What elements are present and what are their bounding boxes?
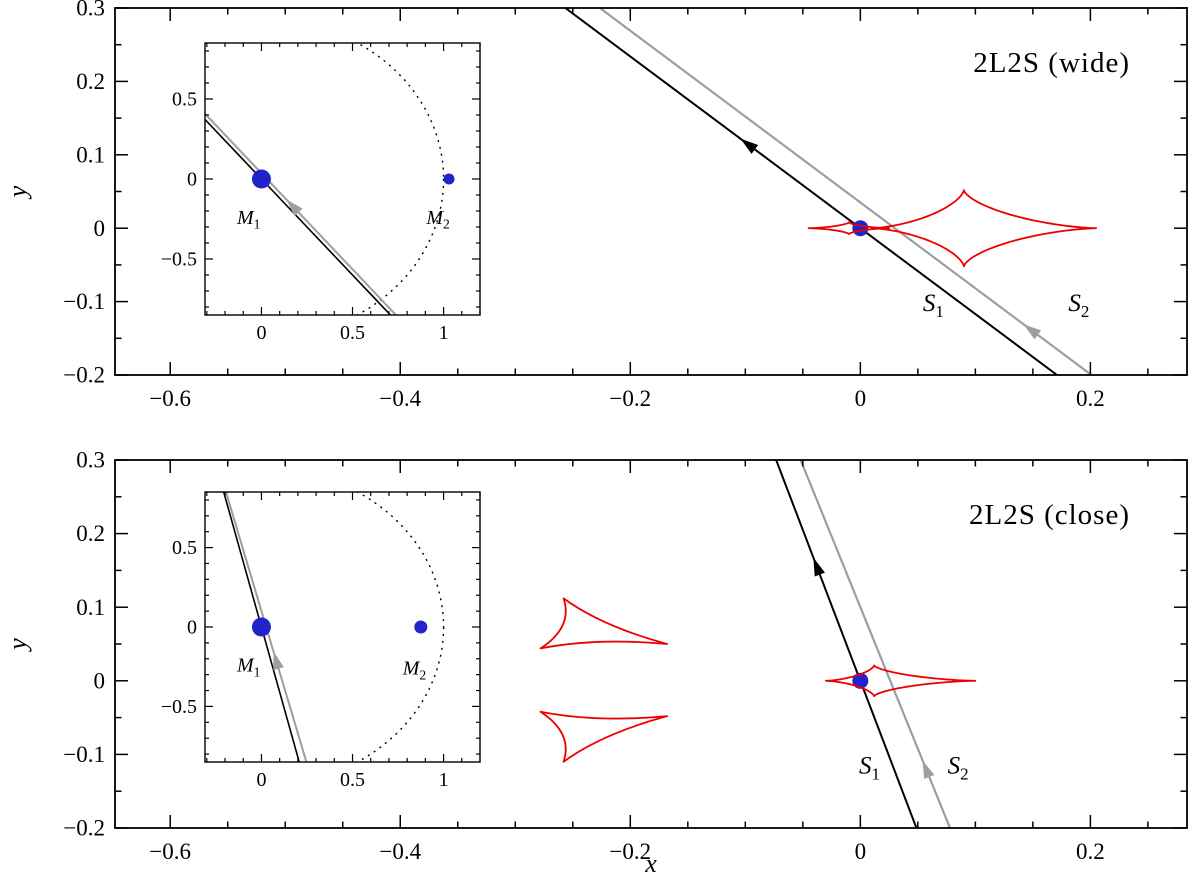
trajectory-label-S1: S1 xyxy=(923,290,944,321)
source-trajectory-S1 xyxy=(563,8,1059,375)
inset-trajectory-s2 xyxy=(205,112,398,315)
trajectory-arrow xyxy=(740,138,759,154)
y-tick-label: 0.5 xyxy=(172,537,197,559)
mass-label-M2: M2 xyxy=(425,207,450,232)
inset-content xyxy=(222,492,445,762)
x-tick-label: −0.4 xyxy=(379,839,421,864)
einstein-ring xyxy=(355,492,445,762)
y-tick-label: 0.2 xyxy=(76,521,105,546)
x-tick-label: 1 xyxy=(439,769,449,791)
trajectory-arrow xyxy=(273,651,284,671)
y-tick-label: 0 xyxy=(187,169,197,191)
lens-dot xyxy=(852,672,869,689)
x-tick-label: 0 xyxy=(256,322,266,344)
inset-lens-geometry: M1 M2 0 0.5 1 −0.5 0 0.5 xyxy=(161,42,481,344)
mass-label-M1: M1 xyxy=(236,654,260,679)
x-tick-label: 0.5 xyxy=(340,322,365,344)
y-axis-label: y xyxy=(3,638,32,653)
y-tick-label: −0.2 xyxy=(63,816,105,841)
y-tick-label: 0.1 xyxy=(76,595,105,620)
trajectory-arrow xyxy=(922,760,935,780)
trajectory-label-S2: S2 xyxy=(1068,290,1089,321)
trajectory-arrow xyxy=(1023,324,1042,340)
y-tick-label: −0.5 xyxy=(161,249,197,271)
caustic-curve xyxy=(807,221,890,235)
x-tick-label: −0.2 xyxy=(609,386,651,411)
inset-lens-geometry: M1 M2 0 0.5 1 −0.5 0 0.5 xyxy=(161,491,481,791)
inset-trajectory-s2 xyxy=(224,492,308,762)
mass-label-M1: M1 xyxy=(236,207,260,232)
trajectory-label-S1: S1 xyxy=(859,753,880,784)
panel-title: 2L2S (close) xyxy=(969,499,1130,531)
trajectory-label-S2: S2 xyxy=(948,753,969,784)
inset-trajectory-s1 xyxy=(205,118,392,315)
mass-label-M2: M2 xyxy=(402,658,427,683)
y-tick-label: 0 xyxy=(94,668,106,693)
y-tick-label: 0.2 xyxy=(76,69,105,94)
y-tick-label: 0 xyxy=(94,216,106,241)
panel-title: 2L2S (wide) xyxy=(973,47,1130,79)
x-tick-label: −0.6 xyxy=(149,386,191,411)
x-tick-label: 0.5 xyxy=(340,769,365,791)
inset-background xyxy=(205,43,480,315)
source-trajectory-S2 xyxy=(598,8,1094,375)
x-tick-label: −0.6 xyxy=(149,839,191,864)
inset-trajectory-s1 xyxy=(222,492,301,762)
x-tick-label: −0.4 xyxy=(379,386,421,411)
x-tick-label: 0 xyxy=(256,769,266,791)
y-axis-label: y xyxy=(3,185,32,200)
trajectory-arrow xyxy=(813,557,825,577)
y-tick-label: −0.5 xyxy=(161,696,197,718)
caustic-curve xyxy=(870,189,1098,268)
inset-background xyxy=(205,492,480,762)
mass-dot-M1 xyxy=(251,617,271,637)
caustic-curve xyxy=(539,597,668,650)
y-tick-label: 0.1 xyxy=(76,142,105,167)
x-tick-label: −0.2 xyxy=(609,839,651,864)
x-tick-label: 1 xyxy=(439,322,449,344)
y-tick-label: −0.1 xyxy=(63,742,105,767)
y-tick-label: −0.2 xyxy=(63,363,105,388)
y-tick-label: −0.1 xyxy=(63,289,105,314)
trajectory-arrow xyxy=(286,199,303,217)
x-tick-label: 0 xyxy=(855,386,867,411)
y-tick-label: 0.5 xyxy=(172,89,197,111)
x-tick-label: 0.2 xyxy=(1076,386,1105,411)
lens-dot xyxy=(852,220,869,237)
x-tick-label: 0.2 xyxy=(1076,839,1105,864)
caustic-curve xyxy=(539,710,668,763)
mass-dot-M2 xyxy=(414,620,428,634)
mass-dot-M1 xyxy=(251,169,271,189)
y-tick-label: 0.3 xyxy=(76,0,105,21)
x-axis-label: x xyxy=(644,849,657,878)
caustic-curve xyxy=(824,664,977,698)
mass-dot-M2 xyxy=(443,173,455,185)
x-tick-label: 0 xyxy=(855,839,867,864)
y-tick-label: 0.3 xyxy=(76,448,105,473)
y-tick-label: 0 xyxy=(187,617,197,639)
plot-content xyxy=(563,8,1098,375)
